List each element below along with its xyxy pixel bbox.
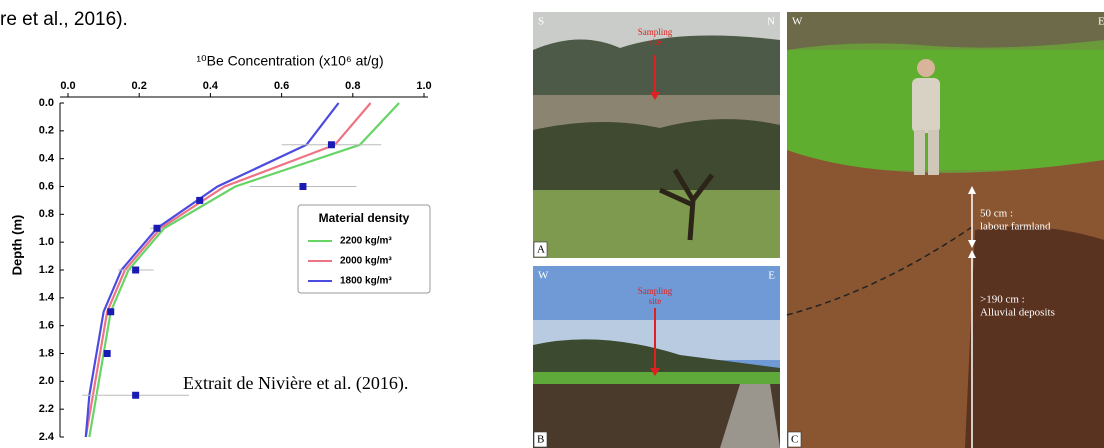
photo-note: labour farmland	[980, 221, 1051, 233]
y-tick-label: 0.4	[39, 153, 55, 165]
x-tick-label: 0.2	[132, 80, 147, 92]
y-tick-label: 2.4	[39, 431, 55, 443]
y-tick-label: 2.2	[39, 403, 54, 415]
photo-b	[533, 266, 780, 448]
photo-labels: S N Sampling site A W E Sampling site B …	[537, 16, 1104, 446]
photo-direction: N	[767, 16, 775, 28]
photo-note: >190 cm :	[980, 294, 1025, 306]
header-fragment: re et al., 2016).	[0, 9, 128, 30]
x-tick-label: 0.8	[345, 80, 360, 92]
photo-note: site	[649, 296, 662, 306]
photo-c	[786, 12, 1104, 448]
photo-direction: W	[538, 270, 549, 282]
x-tick-label: 1.0	[416, 80, 431, 92]
y-tick-label: 1.4	[39, 292, 55, 304]
x-tick-label: 0.6	[274, 80, 289, 92]
data-point	[107, 308, 115, 316]
y-tick-label: 0.2	[39, 125, 54, 137]
photo-note: Sampling	[638, 286, 673, 296]
y-tick-label: 1.8	[39, 347, 54, 359]
data-point	[299, 183, 307, 190]
x-tick-label: 0.0	[60, 80, 75, 92]
photo-note: 50 cm :	[980, 208, 1013, 220]
data-point	[103, 350, 111, 357]
y-tick-label: 1.2	[39, 264, 54, 276]
legend-label: 2200 kg/m³	[340, 236, 392, 247]
photo-letter: A	[537, 244, 545, 256]
photo-a	[533, 12, 780, 258]
photo-direction: E	[768, 270, 775, 282]
data-point	[132, 391, 140, 399]
photo-direction: E	[1098, 16, 1104, 28]
legend-box	[297, 204, 431, 294]
data-point	[153, 224, 161, 232]
y-tick-label: 1.6	[39, 320, 54, 332]
y-tick-label: 1.0	[39, 236, 54, 248]
data-point	[196, 196, 204, 204]
y-axis-label: Depth (m)	[9, 215, 24, 276]
x-tick-label: 0.4	[203, 80, 219, 92]
data-point	[132, 266, 140, 274]
legend-label: 1800 kg/m³	[340, 276, 392, 287]
photo-direction: S	[538, 16, 544, 28]
y-tick-label: 0.0	[39, 97, 54, 109]
photo-direction: W	[792, 16, 803, 28]
legend-title: Material density	[319, 211, 410, 225]
y-tick-label: 2.0	[39, 375, 54, 387]
y-tick-label: 0.8	[39, 208, 54, 220]
photo-note: Sampling	[638, 27, 673, 37]
y-tick-label: 0.6	[39, 180, 54, 192]
photo-letter: B	[537, 434, 544, 446]
chart-title: ¹⁰Be Concentration (x10⁶ at/g)	[196, 53, 383, 69]
caption: Extrait de Nivière et al. (2016).	[183, 373, 408, 394]
chart: ¹⁰Be Concentration (x10⁶ at/g) Depth (m)…	[9, 53, 431, 443]
data-point	[327, 141, 335, 149]
photo-letter: C	[791, 434, 798, 446]
photo-note: site	[649, 37, 662, 47]
legend-label: 2000 kg/m³	[340, 256, 392, 267]
photo-note: Alluvial deposits	[980, 307, 1055, 319]
